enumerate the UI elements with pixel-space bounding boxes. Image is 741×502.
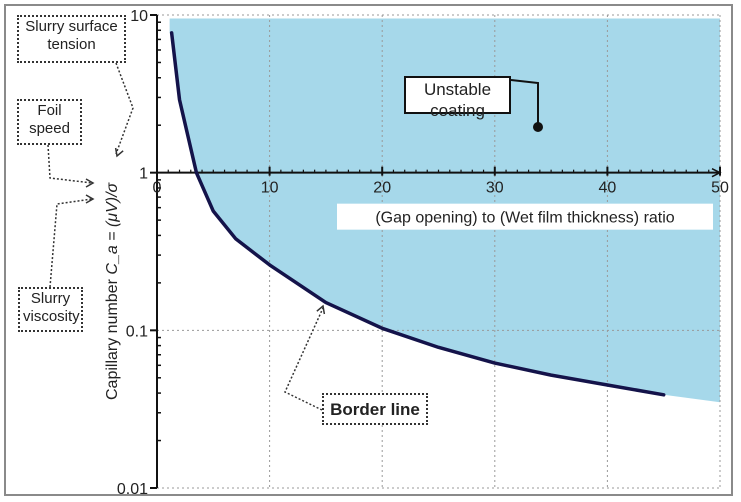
y-tick-label: 0.01 [117, 481, 148, 498]
annotation-unstable-coating: Unstable coating [404, 76, 511, 120]
x-axis-label: (Gap opening) to (Wet film thickness) ra… [375, 210, 674, 227]
annotation-foil-speed: Foil speed [17, 99, 82, 145]
arrowhead-icon [85, 194, 95, 204]
annotation-viscosity-text: Slurry viscosity [23, 290, 80, 325]
x-tick-label: 40 [599, 180, 617, 197]
annotation-surface-tension: Slurry surface tension [17, 15, 126, 63]
viscosity-arrow [49, 198, 93, 288]
annotation-border-line: Border line [322, 393, 428, 425]
figure-frame [4, 4, 733, 496]
unstable-callout-line [510, 79, 539, 127]
annotation-tension-text: Slurry surface tension [25, 18, 118, 53]
y-tick-label: 0.1 [126, 323, 148, 340]
y-axis-label: Capillary number C_a = (μV)/σ [104, 181, 121, 400]
x-tick-label: 0 [153, 180, 162, 197]
border-callout-arrow [284, 307, 324, 411]
y-tick-label: 10 [130, 8, 148, 25]
x-axis-label-background [337, 203, 713, 230]
x-tick-label: 50 [711, 180, 729, 197]
y-tick-label: 1 [139, 166, 148, 183]
y-axis-formula: C_a = (μV)/σ [104, 181, 121, 274]
annotation-unstable-text: Unstable coating [423, 80, 492, 120]
x-tick-label: 30 [486, 180, 504, 197]
arrowhead-icon [114, 147, 124, 158]
annotation-slurry-viscosity: Slurry viscosity [18, 287, 83, 332]
x-tick-label: 20 [373, 180, 391, 197]
arrowhead-icon [85, 178, 95, 188]
unstable-callout-dot [533, 122, 543, 132]
annotation-foil-text: Foil speed [29, 102, 70, 137]
border-line-curve [169, 31, 666, 397]
annotation-border-text: Border line [330, 400, 420, 419]
x-tick-label: 10 [261, 180, 279, 197]
foil-speed-arrow [47, 144, 93, 184]
tension-arrow [115, 62, 134, 155]
arrowhead-icon [316, 304, 326, 315]
